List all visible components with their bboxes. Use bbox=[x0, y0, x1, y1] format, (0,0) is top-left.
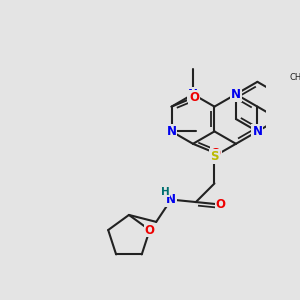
Text: N: N bbox=[167, 125, 176, 138]
Text: N: N bbox=[231, 88, 241, 101]
Text: N: N bbox=[252, 125, 262, 138]
Text: H: H bbox=[160, 187, 169, 196]
Text: O: O bbox=[189, 91, 199, 104]
Text: CH₃: CH₃ bbox=[290, 73, 300, 82]
Text: O: O bbox=[145, 224, 155, 236]
Text: N: N bbox=[188, 88, 198, 101]
Text: O: O bbox=[211, 147, 221, 160]
Text: N: N bbox=[166, 193, 176, 206]
Text: S: S bbox=[210, 150, 219, 163]
Text: O: O bbox=[216, 198, 226, 211]
